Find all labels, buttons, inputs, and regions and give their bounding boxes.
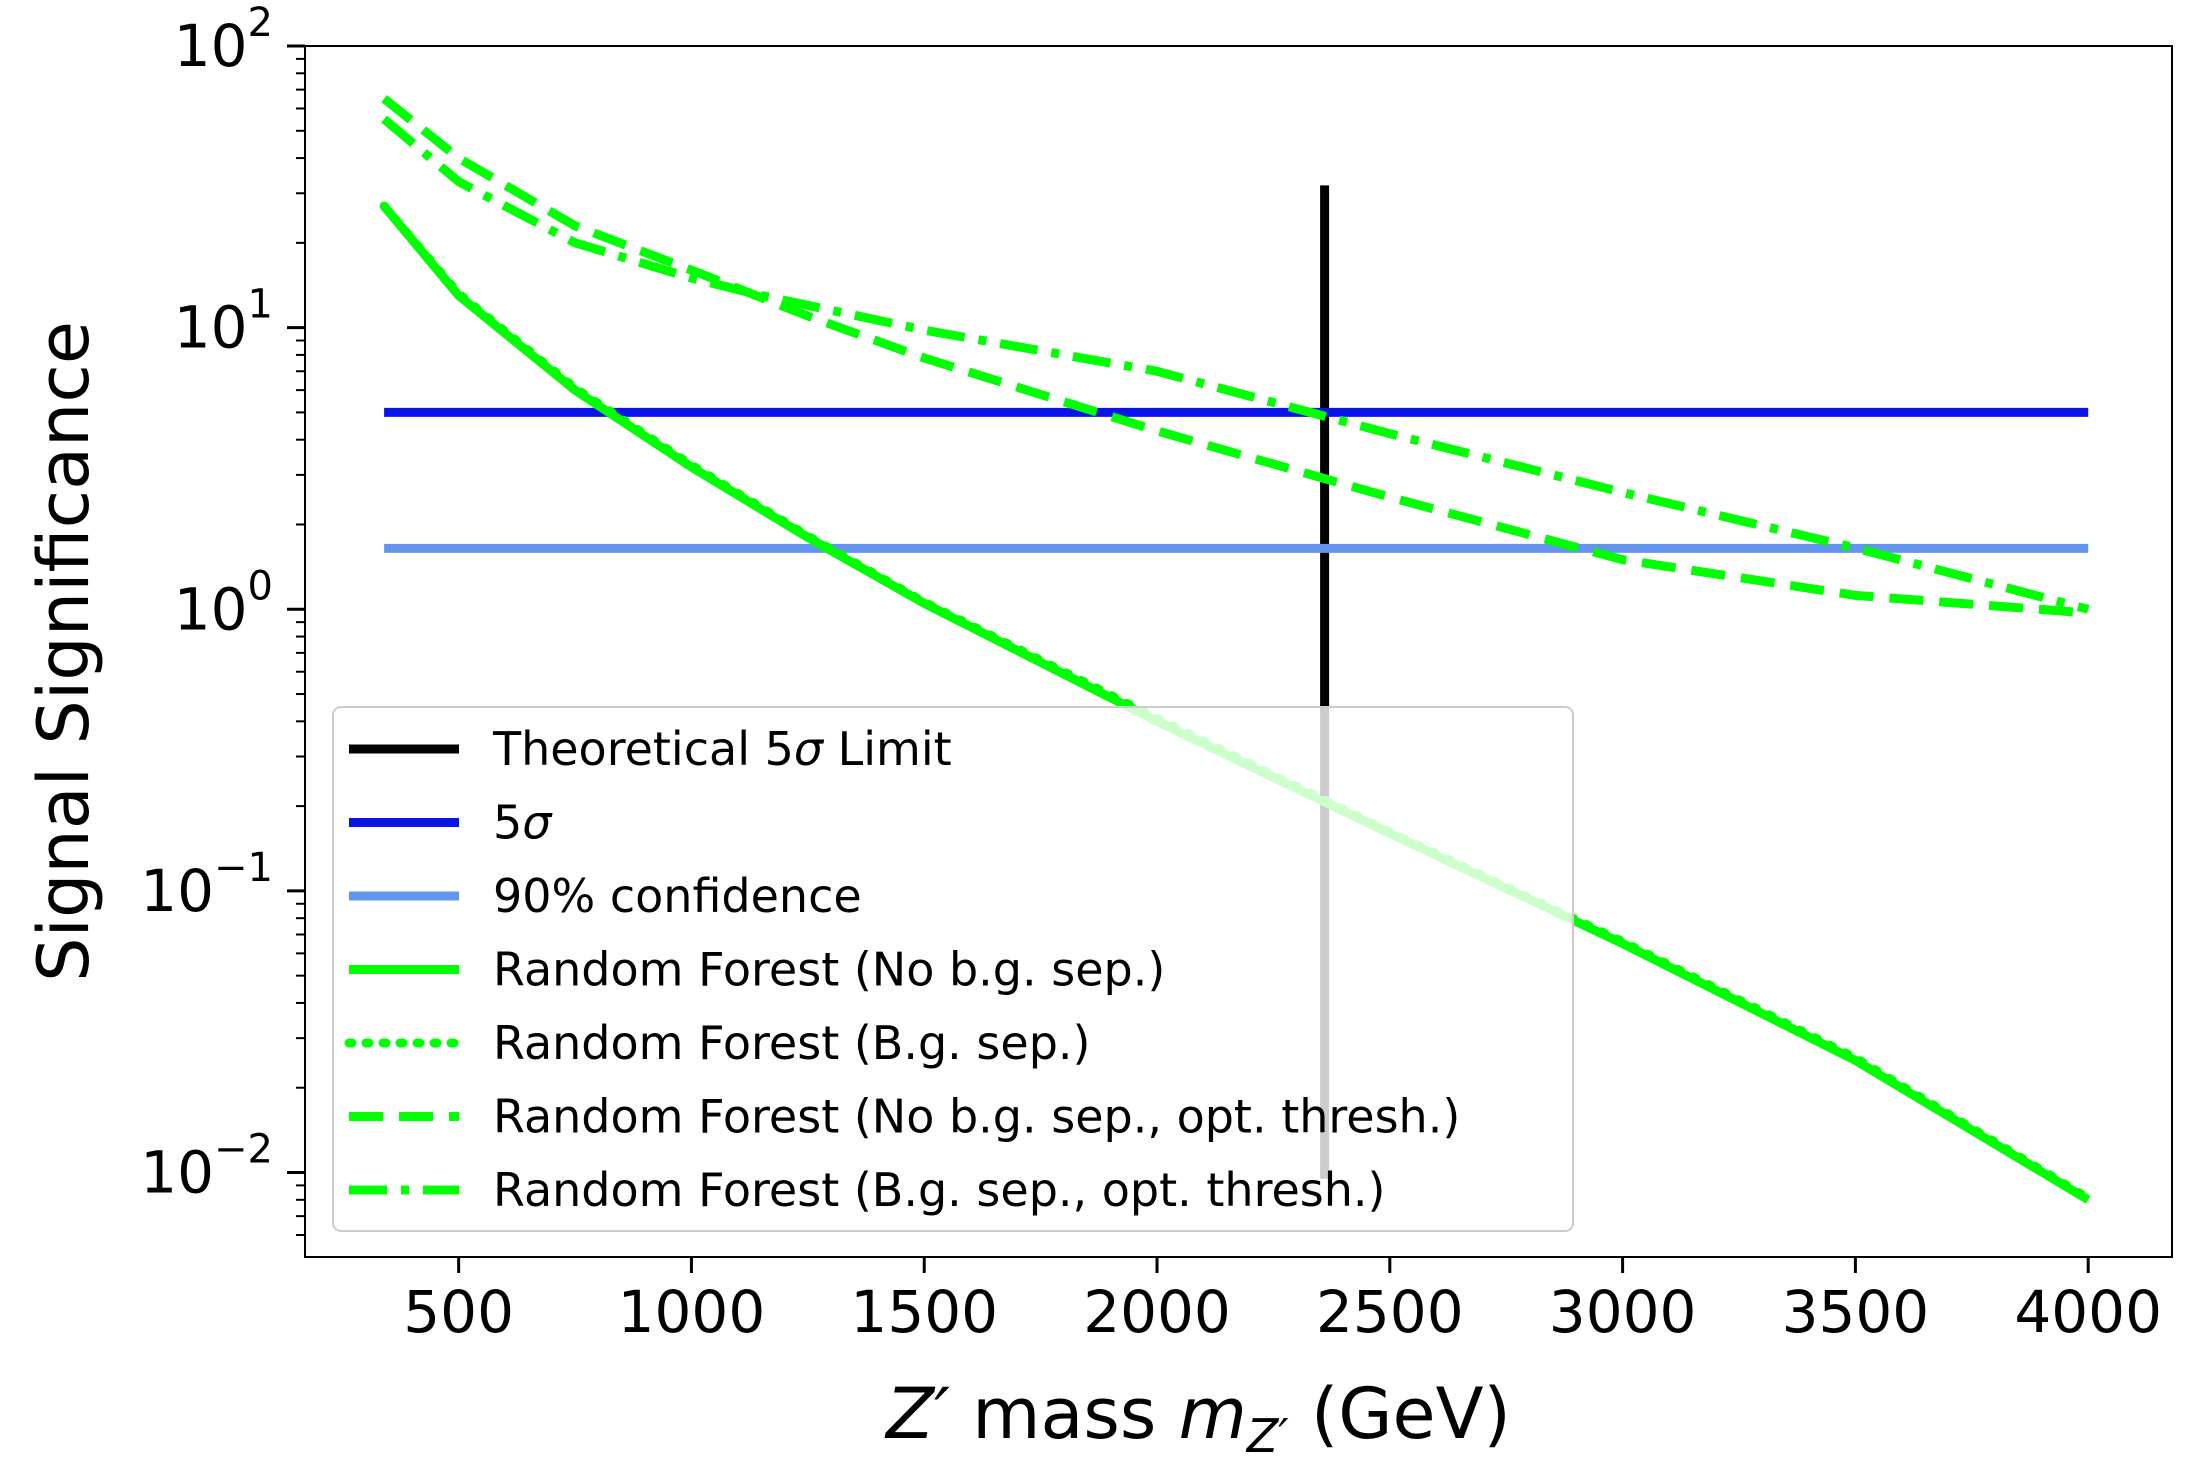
x-label-prefix: Z′ <box>884 1373 950 1455</box>
x-label-subscript: Z′ <box>1245 1409 1290 1463</box>
x-label-suffix: (GeV) <box>1289 1373 1511 1455</box>
series-line-6 <box>381 115 2090 614</box>
x-tick-label-0: 500 <box>403 1278 514 1346</box>
y-tick-label-4: 102 <box>174 0 273 80</box>
x-tick-label-7: 4000 <box>2014 1278 2162 1346</box>
x-tick-label-5: 3000 <box>1549 1278 1697 1346</box>
axis-ticks: 500 1000 1500 2000 2500 3000 3500 4000 10−2 10−1 1… <box>140 0 2162 1346</box>
y-tick-label-2: 100 <box>174 563 273 643</box>
legend-label-3: Random Forest (No b.g. sep.) <box>493 943 1165 997</box>
y-tick-label-3: 101 <box>174 282 273 362</box>
legend-label-6: Random Forest (B.g. sep., opt. thresh.) <box>493 1163 1385 1217</box>
legend-label-1: 5σ <box>493 796 553 850</box>
legend-box <box>332 706 1574 1232</box>
legend-label-0: Theoretical 5σ Limit <box>492 722 952 776</box>
y-tick-label-1: 10−1 <box>140 845 273 925</box>
x-label-middle: mass <box>950 1373 1179 1455</box>
y-tick-label-0: 10−2 <box>140 1127 273 1207</box>
x-axis-label: Z′ mass mZ′ (GeV) <box>884 1373 1511 1463</box>
x-label-symbol: m <box>1179 1373 1247 1455</box>
x-tick-label-3: 2000 <box>1083 1278 1231 1346</box>
legend: Theoretical 5σ Limit 5σ 90% confidence Rand… <box>332 706 1574 1232</box>
x-tick-label-6: 3500 <box>1782 1278 1930 1346</box>
y-axis-label: Signal Significance <box>23 321 105 982</box>
x-tick-label-4: 2500 <box>1316 1278 1464 1346</box>
series-line-5 <box>381 95 2089 618</box>
series-lines <box>379 95 2093 1204</box>
series-line-3 <box>380 203 2091 1204</box>
x-tick-label-2: 1500 <box>850 1278 998 1346</box>
plot-frame <box>304 45 2173 1258</box>
legend-label-2: 90% confidence <box>493 869 862 923</box>
legend-label-5: Random Forest (No b.g. sep., opt. thresh… <box>493 1090 1460 1144</box>
legend-label-4: Random Forest (B.g. sep.) <box>493 1016 1090 1070</box>
x-tick-label-1: 1000 <box>618 1278 766 1346</box>
